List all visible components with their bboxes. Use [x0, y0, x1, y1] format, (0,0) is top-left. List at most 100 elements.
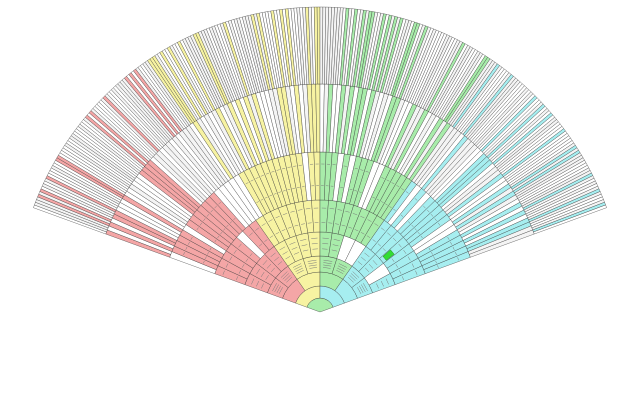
name-text-mark: [187, 241, 190, 245]
name-text-mark: [287, 226, 292, 229]
name-text-mark: [214, 205, 217, 209]
name-text-mark: [450, 241, 453, 245]
name-text-mark: [331, 249, 338, 252]
name-text-mark: [295, 267, 303, 272]
name-text-mark: [400, 214, 404, 217]
name-text-mark: [287, 166, 291, 168]
ancestor-segment[interactable]: [533, 204, 607, 235]
name-text-mark: [307, 259, 317, 262]
name-text-mark: [275, 215, 280, 219]
name-text-mark: [249, 253, 253, 257]
name-text-mark: [249, 232, 253, 236]
name-text-mark: [323, 264, 332, 267]
name-text-mark: [265, 172, 270, 175]
name-text-mark: [354, 167, 358, 170]
name-text-mark: [437, 222, 441, 226]
name-text-mark: [265, 275, 269, 280]
name-text-mark: [335, 223, 339, 225]
name-text-mark: [308, 264, 317, 267]
name-text-mark: [354, 190, 358, 192]
name-text-mark: [264, 196, 268, 199]
name-text-mark: [260, 198, 264, 201]
name-text-mark: [401, 276, 404, 281]
name-text-mark: [358, 191, 362, 193]
name-text-mark: [427, 209, 430, 213]
name-text-mark: [447, 236, 450, 240]
name-text-mark: [217, 235, 220, 239]
name-text-mark: [329, 208, 335, 210]
name-text-mark: [309, 267, 318, 269]
name-text-mark: [281, 229, 286, 232]
name-text-mark: [434, 218, 437, 222]
name-text-mark: [258, 243, 263, 247]
name-text-mark: [277, 261, 283, 266]
name-text-mark: [206, 213, 210, 217]
name-text-mark: [262, 260, 268, 266]
name-text-mark: [333, 239, 340, 241]
name-text-mark: [389, 206, 392, 209]
name-text-mark: [357, 261, 363, 266]
name-text-mark: [300, 239, 307, 241]
name-text-mark: [282, 190, 286, 192]
name-text-mark: [345, 210, 350, 213]
name-text-mark: [207, 252, 209, 255]
name-text-mark: [226, 224, 229, 228]
name-text-mark: [282, 251, 288, 255]
name-text-mark: [294, 224, 299, 227]
name-text-mark: [403, 249, 407, 254]
name-text-mark: [365, 170, 369, 173]
name-text-mark: [296, 270, 304, 274]
name-text-mark: [380, 227, 385, 231]
name-text-mark: [190, 236, 193, 240]
name-text-mark: [395, 264, 399, 268]
name-text-mark: [380, 280, 384, 287]
name-text-mark: [337, 265, 346, 270]
name-text-mark: [423, 205, 426, 209]
name-text-mark: [282, 273, 290, 280]
name-text-mark: [274, 256, 279, 262]
name-text-mark: [183, 251, 185, 256]
name-text-mark: [368, 263, 374, 269]
name-text-mark: [407, 256, 411, 261]
name-text-mark: [287, 188, 291, 191]
name-text-mark: [396, 185, 400, 188]
name-text-mark: [414, 228, 417, 231]
name-text-mark: [407, 221, 411, 224]
name-text-mark: [323, 259, 333, 262]
name-text-mark: [363, 283, 368, 292]
name-text-mark: [415, 270, 418, 275]
name-text-mark: [205, 256, 207, 259]
name-text-mark: [233, 217, 236, 221]
name-text-mark: [285, 256, 291, 260]
name-text-mark: [372, 260, 378, 266]
name-text-mark: [382, 248, 386, 252]
name-text-mark: [225, 263, 229, 268]
name-text-mark: [405, 191, 409, 194]
name-text-mark: [222, 270, 225, 275]
name-text-mark: [293, 252, 300, 255]
name-text-mark: [218, 201, 222, 205]
name-text-mark: [411, 263, 415, 268]
selected-person-highlight[interactable]: [382, 249, 395, 261]
name-text-mark: [431, 252, 433, 255]
name-text-mark: [223, 228, 226, 231]
name-text-mark: [414, 198, 418, 201]
name-text-mark: [360, 215, 365, 219]
name-text-mark: [214, 239, 217, 243]
name-text-mark: [428, 247, 431, 251]
name-text-mark: [360, 169, 364, 171]
name-text-mark: [349, 275, 356, 281]
name-text-mark: [229, 221, 233, 224]
name-text-mark: [245, 258, 249, 262]
name-text-mark: [255, 227, 260, 231]
name-text-mark: [387, 232, 391, 236]
name-text-mark: [264, 239, 268, 242]
name-text-mark: [293, 165, 297, 167]
name-text-mark: [352, 271, 360, 278]
name-text-mark: [256, 280, 260, 287]
name-text-mark: [452, 246, 455, 250]
name-text-mark: [196, 227, 199, 231]
name-text-mark: [349, 188, 353, 191]
name-text-mark: [284, 275, 291, 281]
